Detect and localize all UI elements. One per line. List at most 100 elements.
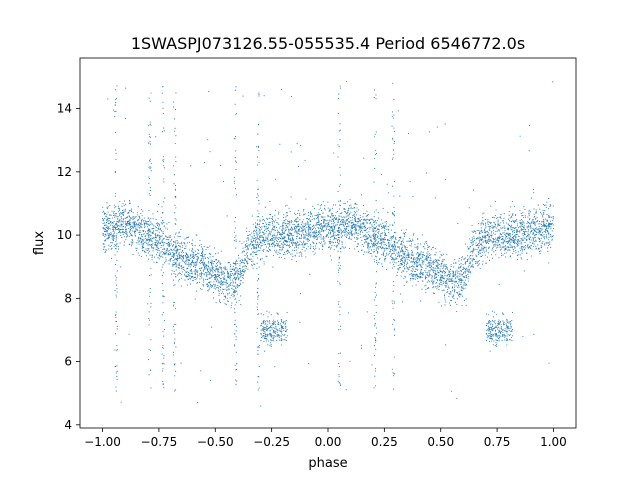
data-point xyxy=(113,204,115,206)
data-point xyxy=(477,254,479,256)
data-point xyxy=(417,243,419,245)
data-point xyxy=(111,210,113,212)
data-point xyxy=(340,215,342,217)
data-point xyxy=(132,230,134,232)
data-point xyxy=(190,250,192,252)
data-point xyxy=(211,260,213,262)
data-point xyxy=(219,267,221,269)
data-point xyxy=(463,300,466,302)
data-point xyxy=(415,270,417,273)
data-point xyxy=(359,214,361,216)
data-point xyxy=(122,234,124,236)
data-point xyxy=(510,239,512,241)
data-point xyxy=(267,242,269,244)
data-point xyxy=(352,233,354,235)
data-point xyxy=(122,212,124,214)
data-point xyxy=(526,239,528,241)
data-point xyxy=(315,222,317,224)
data-point xyxy=(328,231,330,233)
data-point xyxy=(364,225,366,228)
data-point xyxy=(450,264,452,266)
data-point xyxy=(502,245,504,247)
data-point xyxy=(417,281,419,283)
data-point xyxy=(321,216,323,219)
data-point xyxy=(501,227,503,230)
data-point xyxy=(306,218,308,220)
data-point xyxy=(489,227,491,229)
data-point xyxy=(543,211,545,214)
data-point xyxy=(159,237,161,239)
data-point xyxy=(177,255,179,257)
data-point xyxy=(104,218,106,220)
data-point xyxy=(190,270,192,272)
data-point xyxy=(289,245,291,247)
data-point xyxy=(457,273,459,275)
data-point xyxy=(432,246,434,249)
data-point xyxy=(446,291,448,294)
data-point xyxy=(549,243,551,246)
data-point xyxy=(416,262,418,264)
data-point xyxy=(428,272,430,274)
data-point xyxy=(544,209,546,211)
data-point xyxy=(109,205,111,207)
data-point xyxy=(308,233,310,235)
data-point xyxy=(336,230,338,232)
data-point xyxy=(162,256,164,258)
data-point xyxy=(485,231,487,233)
data-point xyxy=(402,240,404,242)
data-point xyxy=(504,252,506,254)
data-point xyxy=(486,222,488,224)
data-point xyxy=(394,245,396,248)
data-point xyxy=(267,243,269,245)
data-point xyxy=(142,247,145,249)
data-point xyxy=(136,250,138,252)
data-point xyxy=(380,238,382,240)
data-point xyxy=(297,224,299,226)
data-point xyxy=(129,221,131,223)
data-point xyxy=(156,224,159,226)
data-point xyxy=(540,240,542,242)
data-point xyxy=(201,277,203,279)
data-point xyxy=(490,225,492,227)
data-point xyxy=(443,263,445,265)
data-point xyxy=(225,266,227,268)
data-point xyxy=(217,280,220,282)
data-point xyxy=(350,216,352,219)
data-point xyxy=(494,239,496,241)
data-point xyxy=(498,257,500,259)
data-point xyxy=(316,222,318,224)
data-point xyxy=(229,273,231,275)
data-point xyxy=(123,205,125,207)
data-point xyxy=(398,254,400,256)
data-point xyxy=(394,247,396,249)
data-point xyxy=(306,217,309,220)
data-point xyxy=(493,251,495,253)
data-point xyxy=(314,249,316,251)
data-point xyxy=(404,250,406,253)
data-point xyxy=(532,219,534,221)
data-point xyxy=(543,236,545,238)
data-point xyxy=(480,238,482,240)
data-point xyxy=(546,220,548,222)
data-point xyxy=(402,266,405,268)
data-point xyxy=(243,265,245,267)
data-point xyxy=(109,234,111,236)
data-point xyxy=(497,236,499,239)
data-point xyxy=(256,233,258,235)
data-point xyxy=(296,238,298,240)
data-point xyxy=(446,278,448,280)
data-point xyxy=(106,238,108,240)
data-point xyxy=(216,278,218,280)
data-point xyxy=(488,259,491,261)
data-point xyxy=(501,220,503,222)
data-point xyxy=(398,248,401,250)
data-point xyxy=(191,271,193,273)
data-point xyxy=(327,219,329,221)
data-point xyxy=(144,251,146,253)
data-point xyxy=(502,254,504,256)
data-point xyxy=(331,244,333,247)
data-point xyxy=(373,230,375,232)
data-point xyxy=(351,235,353,237)
data-point xyxy=(465,298,467,300)
data-point xyxy=(255,236,257,239)
